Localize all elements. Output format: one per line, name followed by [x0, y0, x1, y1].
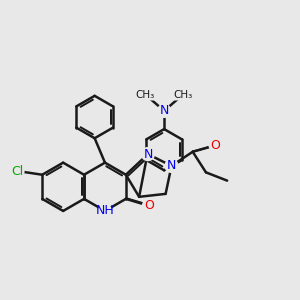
Circle shape [165, 159, 178, 172]
Text: CH₃: CH₃ [174, 90, 193, 100]
Text: O: O [211, 139, 220, 152]
Circle shape [158, 104, 171, 117]
Text: NH: NH [96, 205, 114, 218]
Circle shape [209, 139, 222, 152]
Text: O: O [144, 199, 154, 212]
Text: CH₃: CH₃ [135, 90, 154, 100]
Text: N: N [167, 159, 176, 172]
Circle shape [142, 199, 155, 212]
Text: N: N [143, 148, 153, 160]
Circle shape [11, 164, 24, 178]
Text: N: N [160, 104, 169, 117]
Circle shape [98, 205, 111, 218]
Text: Cl: Cl [11, 164, 24, 178]
Circle shape [142, 148, 154, 160]
